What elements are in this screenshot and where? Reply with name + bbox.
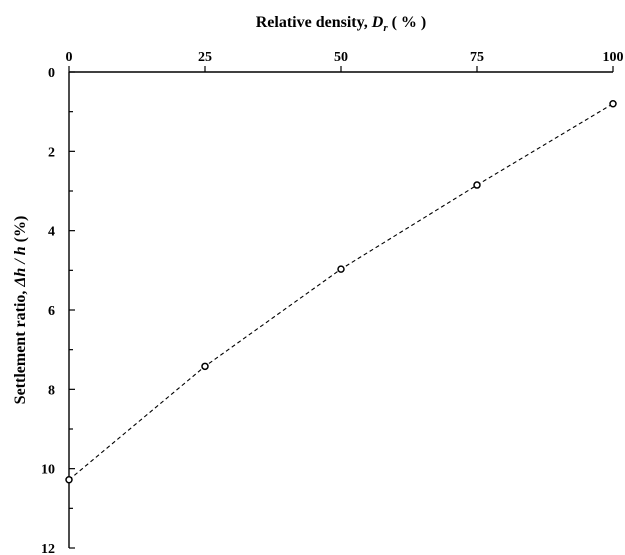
x-axis-title: Relative density, Dr ( % ) — [256, 14, 427, 34]
y-tick-label: 6 — [48, 304, 55, 319]
x-tick-label: 50 — [334, 50, 348, 65]
y-tick-label: 0 — [48, 66, 55, 81]
data-point — [337, 265, 345, 273]
y-tick-label: 8 — [48, 383, 55, 398]
y-axis-title: Settlement ratio, Δh / h (%) — [12, 216, 29, 405]
plot-area — [65, 99, 617, 484]
x-tick-label: 100 — [603, 50, 624, 65]
y-tick-label: 2 — [48, 145, 55, 160]
y-tick-label: 12 — [41, 542, 55, 555]
x-tick-label: 25 — [198, 50, 212, 65]
axes: 0 25 50 75 100 0 2 4 6 8 10 12 — [41, 50, 624, 555]
trend-line — [68, 103, 614, 481]
data-point — [473, 181, 481, 189]
y-tick-label: 4 — [48, 225, 55, 240]
y-tick-label: 10 — [41, 463, 55, 478]
data-point — [201, 362, 209, 371]
x-tick-label: 0 — [66, 50, 73, 65]
data-point — [609, 99, 617, 108]
x-tick-label: 75 — [470, 50, 484, 65]
data-point — [65, 476, 73, 484]
